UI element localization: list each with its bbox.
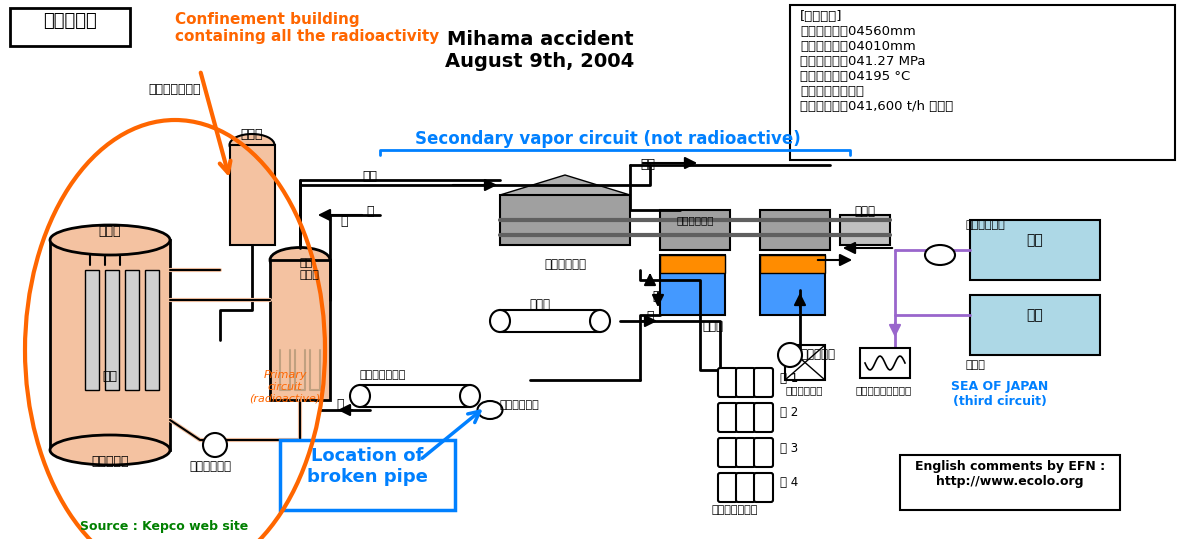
- Text: 水: 水: [646, 310, 654, 323]
- Bar: [785, 345, 825, 380]
- Polygon shape: [500, 175, 630, 195]
- FancyBboxPatch shape: [718, 368, 736, 397]
- Text: 蒸気: 蒸気: [362, 170, 378, 183]
- Text: 発電機: 発電機: [855, 205, 875, 218]
- Text: Secondary vapor circuit (not radioactive): Secondary vapor circuit (not radioactive…: [416, 130, 800, 148]
- Text: 水: 水: [336, 398, 343, 411]
- Bar: [500, 310, 600, 332]
- FancyBboxPatch shape: [754, 473, 773, 502]
- FancyBboxPatch shape: [754, 403, 773, 432]
- Text: 加圧器: 加圧器: [240, 128, 263, 141]
- FancyBboxPatch shape: [754, 368, 773, 397]
- FancyBboxPatch shape: [736, 438, 755, 467]
- Text: Primary
circuit
(radioactive): Primary circuit (radioactive): [250, 370, 321, 403]
- Ellipse shape: [461, 385, 480, 407]
- Ellipse shape: [590, 310, 610, 332]
- Text: Mihama accident
August 9th, 2004: Mihama accident August 9th, 2004: [445, 30, 635, 71]
- Bar: [839, 215, 890, 245]
- Text: 第 4: 第 4: [780, 476, 798, 489]
- Ellipse shape: [925, 245, 955, 265]
- FancyBboxPatch shape: [718, 438, 736, 467]
- Bar: [760, 255, 825, 273]
- Text: グラント蒸気復水器: グラント蒸気復水器: [855, 385, 912, 395]
- Text: Location of
broken pipe: Location of broken pipe: [307, 447, 427, 486]
- Text: 主給水ポンプ: 主給水ポンプ: [500, 400, 540, 410]
- Text: 海水: 海水: [1027, 308, 1043, 322]
- Text: 高圧給水加熱器: 高圧給水加熱器: [360, 370, 406, 380]
- Bar: [900, 455, 1120, 510]
- Bar: [760, 210, 830, 250]
- Text: 第 3: 第 3: [780, 441, 798, 454]
- Text: 水: 水: [652, 290, 659, 303]
- Text: 海水: 海水: [1027, 233, 1043, 247]
- Ellipse shape: [50, 225, 170, 255]
- Text: 蒸気
発生器: 蒸気 発生器: [300, 258, 320, 280]
- FancyBboxPatch shape: [736, 368, 755, 397]
- Bar: [970, 295, 1100, 355]
- Bar: [126, 270, 139, 390]
- FancyBboxPatch shape: [736, 403, 755, 432]
- Text: 蒸気: 蒸気: [641, 158, 655, 171]
- Text: 原子炉格納容器: 原子炉格納容器: [149, 83, 201, 96]
- Text: 制御棒: 制御棒: [98, 225, 121, 238]
- Bar: [270, 260, 330, 400]
- Bar: [760, 255, 825, 315]
- Text: 第 1: 第 1: [780, 371, 798, 384]
- Text: 放水口: 放水口: [965, 360, 985, 370]
- Text: 概略系統図: 概略系統図: [43, 12, 97, 30]
- Text: 低圧タービン: 低圧タービン: [676, 215, 714, 225]
- Bar: [790, 5, 1175, 160]
- Bar: [970, 220, 1100, 280]
- Text: 高圧タービン: 高圧タービン: [543, 258, 586, 271]
- Text: Confinement building
containing all the radioactivity: Confinement building containing all the …: [175, 12, 439, 44]
- Bar: [659, 255, 725, 273]
- Text: SEA OF JAPAN
(third circuit): SEA OF JAPAN (third circuit): [952, 380, 1049, 408]
- Bar: [105, 270, 120, 390]
- Text: 復水器: 復水器: [702, 320, 723, 333]
- Text: 復水脱塩装置: 復水脱塩装置: [785, 385, 823, 395]
- Text: 脱気器: 脱気器: [529, 298, 551, 311]
- Circle shape: [778, 343, 802, 367]
- Text: 燃料: 燃料: [103, 370, 117, 383]
- FancyBboxPatch shape: [754, 438, 773, 467]
- Ellipse shape: [490, 310, 510, 332]
- Text: 冷却材ポンプ: 冷却材ポンプ: [189, 460, 231, 473]
- Text: [復水配管]
外　　径　終04560mm
厘　　さ　終04010mm
最高内圧　終041.27 MPa
最高温度　終04195 °C
材　　質　炭素鬼
流　　量: [復水配管] 外 径 終04560mm 厘 さ 終04010mm 最高内圧 終0…: [800, 10, 953, 113]
- Text: Source : Kepco web site: Source : Kepco web site: [81, 520, 249, 533]
- Bar: [659, 255, 725, 315]
- Bar: [50, 240, 170, 450]
- Text: 第 2: 第 2: [780, 406, 798, 419]
- Bar: [360, 385, 470, 407]
- Bar: [659, 210, 731, 250]
- FancyBboxPatch shape: [718, 473, 736, 502]
- Ellipse shape: [50, 435, 170, 465]
- Ellipse shape: [350, 385, 369, 407]
- Ellipse shape: [230, 134, 275, 156]
- Ellipse shape: [270, 247, 330, 273]
- Text: 循環水ポンプ: 循環水ポンプ: [965, 220, 1005, 230]
- Text: 水: 水: [366, 205, 374, 218]
- Text: 原子炉容器: 原子炉容器: [91, 455, 129, 468]
- Bar: [9, 8, 130, 46]
- FancyBboxPatch shape: [718, 403, 736, 432]
- Bar: [500, 195, 630, 245]
- Bar: [85, 270, 99, 390]
- Bar: [279, 440, 455, 510]
- Text: 水: 水: [340, 215, 347, 228]
- Ellipse shape: [477, 401, 502, 419]
- Bar: [144, 270, 159, 390]
- Text: 復水ポンプ: 復水ポンプ: [800, 348, 835, 361]
- FancyBboxPatch shape: [736, 473, 755, 502]
- Bar: [860, 348, 910, 378]
- Text: 低圧給水加熱器: 低圧給水加熱器: [712, 505, 758, 515]
- Circle shape: [202, 433, 227, 457]
- Text: English comments by EFN :
http://www.ecolo.org: English comments by EFN : http://www.eco…: [915, 460, 1105, 488]
- Bar: [230, 145, 275, 245]
